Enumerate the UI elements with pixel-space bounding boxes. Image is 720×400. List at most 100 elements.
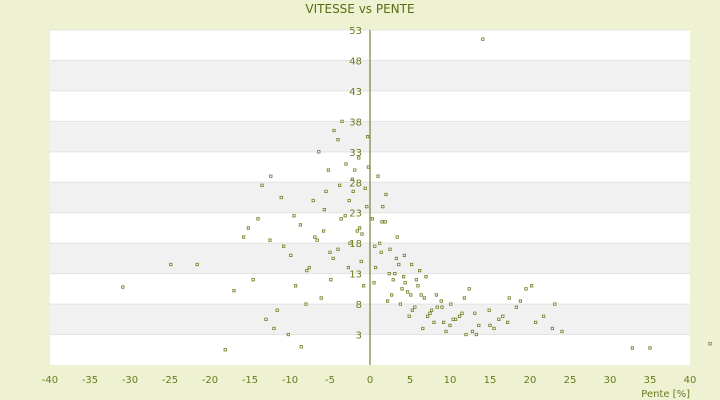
y-tick-label: 3 <box>356 331 362 342</box>
data-point <box>389 293 394 297</box>
data-point <box>487 308 491 312</box>
data-point <box>340 119 344 123</box>
data-point <box>322 208 327 212</box>
data-point <box>448 323 452 328</box>
data-point <box>400 287 404 291</box>
data-point <box>298 223 303 227</box>
y-tick-label: 43 <box>349 87 362 98</box>
data-point <box>470 329 475 334</box>
data-point <box>384 192 388 197</box>
data-point <box>460 311 464 315</box>
data-point <box>424 275 428 279</box>
x-tick-label: -30 <box>122 375 138 386</box>
x-tick-label: 40 <box>684 375 697 386</box>
data-point <box>317 150 321 154</box>
data-point <box>534 320 538 324</box>
data-point <box>346 265 351 270</box>
data-point <box>518 299 523 303</box>
data-point <box>350 177 355 181</box>
data-point <box>421 326 425 331</box>
data-point <box>467 287 471 291</box>
x-tick-label: -10 <box>282 375 298 386</box>
data-point <box>429 308 434 312</box>
data-point <box>383 220 387 224</box>
data-point <box>550 326 555 331</box>
data-point <box>311 198 315 203</box>
x-tick-label: 15 <box>484 375 497 386</box>
data-point <box>441 320 446 324</box>
data-point <box>432 320 436 324</box>
data-point <box>507 296 511 300</box>
data-point <box>413 305 417 309</box>
x-tick-label: 30 <box>604 375 617 386</box>
data-point <box>279 195 283 200</box>
data-points <box>121 37 712 352</box>
data-point <box>425 314 430 318</box>
x-tick-label: -35 <box>82 375 98 386</box>
data-point <box>398 302 403 306</box>
data-point <box>269 174 273 178</box>
data-point <box>444 329 448 334</box>
data-point <box>321 229 326 233</box>
data-point <box>336 247 340 251</box>
data-point <box>449 302 453 306</box>
data-point <box>121 285 125 289</box>
y-tick-label: 28 <box>349 178 362 189</box>
data-point <box>481 37 485 41</box>
data-point <box>397 262 401 267</box>
data-point <box>268 238 272 242</box>
data-point <box>372 281 376 285</box>
data-point <box>241 235 246 239</box>
y-tick-label: 53 <box>349 26 362 37</box>
x-tick-label: 5 <box>407 375 413 386</box>
y-tick-label: 18 <box>349 239 362 250</box>
data-point <box>195 262 199 267</box>
data-point <box>275 308 279 312</box>
data-point <box>305 268 309 273</box>
data-point <box>361 284 366 288</box>
data-point <box>553 302 557 306</box>
data-point <box>473 311 477 315</box>
data-point <box>359 259 363 264</box>
data-point <box>336 138 340 142</box>
data-point <box>286 332 291 337</box>
data-point <box>331 256 335 261</box>
data-point <box>289 253 293 257</box>
data-point <box>319 296 323 300</box>
data-point <box>385 299 390 303</box>
data-point <box>292 214 296 218</box>
data-point <box>402 253 407 257</box>
data-point <box>246 226 250 230</box>
data-point <box>630 346 635 350</box>
data-point <box>524 287 528 291</box>
data-point <box>409 293 413 297</box>
y-tick-label: 8 <box>356 300 362 311</box>
data-point <box>394 256 399 261</box>
data-point <box>348 241 352 245</box>
x-tick-label: 25 <box>564 375 577 386</box>
y-tick-label: 48 <box>349 56 362 67</box>
data-point <box>457 314 462 318</box>
data-point <box>339 217 343 221</box>
x-tick-label: -20 <box>202 375 218 386</box>
data-point <box>260 183 264 187</box>
data-point <box>417 268 422 273</box>
y-tick-label: 38 <box>349 117 362 128</box>
data-point <box>505 320 510 324</box>
data-point <box>373 244 377 248</box>
data-point <box>360 232 364 236</box>
data-point <box>351 189 355 194</box>
data-point <box>387 272 391 276</box>
data-point <box>428 311 432 315</box>
data-point <box>464 332 468 337</box>
data-point <box>409 262 414 267</box>
data-point <box>355 229 359 233</box>
data-point <box>474 332 479 337</box>
data-point <box>488 323 492 328</box>
data-point <box>313 235 317 239</box>
data-point <box>434 293 439 297</box>
data-point <box>328 250 332 254</box>
x-axis-ticks: -40 -35 -30 -25 -20 -15 -10 -5 0 5 10 15 20 25 30 35 40 <box>42 375 697 386</box>
data-point <box>708 342 712 346</box>
